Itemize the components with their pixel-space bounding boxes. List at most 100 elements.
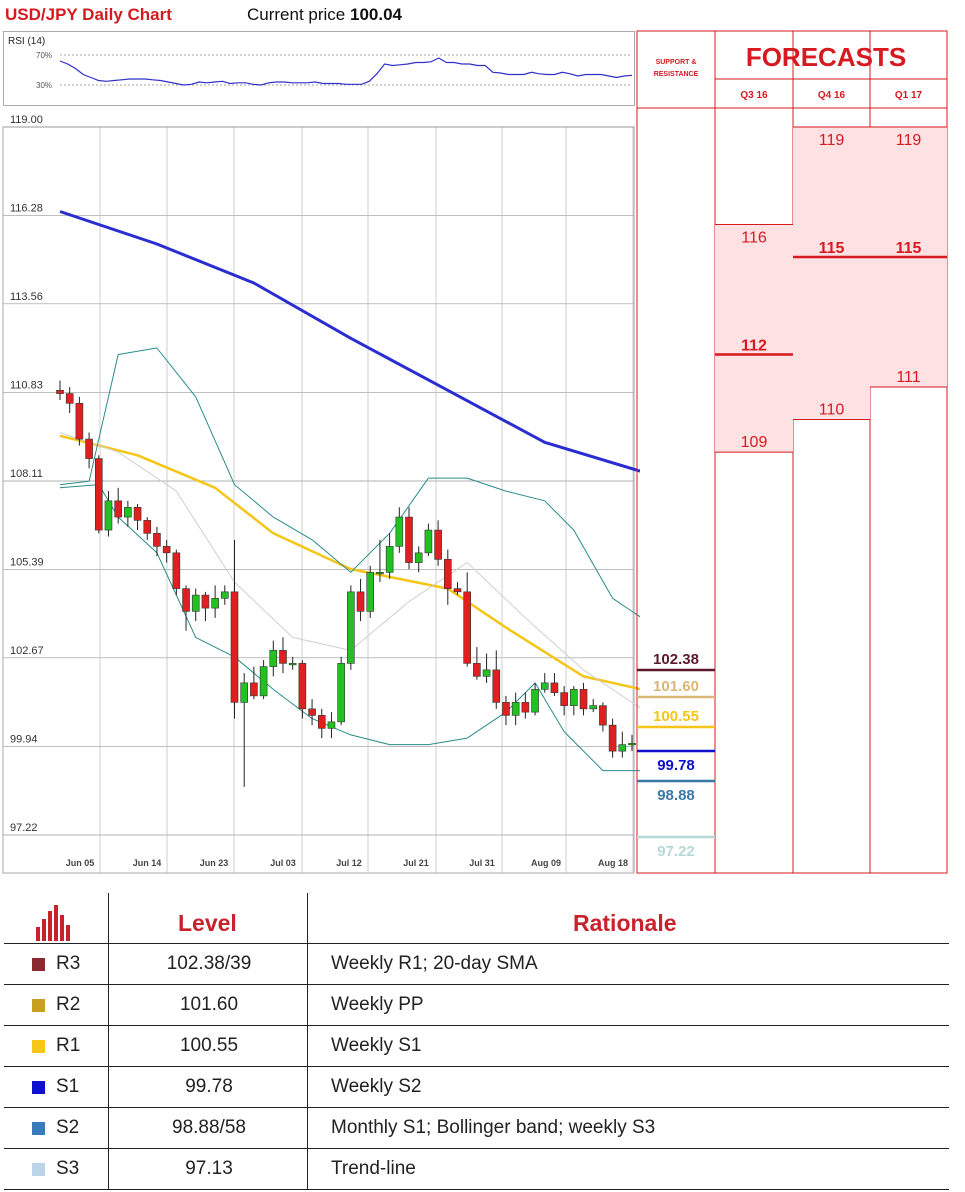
series-line: [59, 210, 640, 473]
forecast-low-value: 109: [741, 434, 768, 451]
x-tick-label: Jun 05: [66, 858, 95, 868]
level-value: 101.60: [179, 994, 239, 1015]
sr-header: SUPPORT &: [656, 59, 697, 66]
level-rationale: Trend-line: [331, 1158, 416, 1179]
candle-body: [405, 516, 413, 563]
candle-body: [385, 546, 394, 573]
levels-table: [4, 893, 949, 1188]
candle-body: [560, 692, 568, 706]
sr-label: 99.78: [657, 757, 695, 774]
candle-body: [143, 520, 152, 534]
candle-body: [599, 705, 607, 726]
y-tick-label: 108.11: [10, 468, 43, 480]
candle-body: [531, 689, 539, 713]
candle-body: [211, 598, 219, 609]
candle-body: [424, 529, 433, 554]
sr-label: 98.88: [657, 787, 695, 804]
table-row: R3 102.38/39 Weekly R1; 20-day SMA: [4, 944, 949, 985]
x-tick-label: Jul 03: [270, 858, 296, 868]
candle-body: [182, 588, 190, 612]
forecast-col-label: Q1 17: [895, 90, 923, 101]
table-header-rule: [4, 943, 949, 944]
x-tick-label: Jul 31: [469, 858, 495, 868]
y-tick-label: 113.56: [10, 291, 43, 303]
level-code: S2: [56, 1117, 80, 1138]
forecast-low-value: 110: [819, 402, 845, 419]
forecast-high-value: 119: [896, 132, 922, 149]
level-rationale: Weekly S1: [331, 1035, 422, 1056]
x-tick-label: Jun 23: [200, 858, 229, 868]
candle-body: [589, 705, 598, 710]
forecast-high-value: 119: [819, 132, 845, 149]
candle-body: [240, 682, 249, 703]
level-swatch: [32, 1040, 45, 1053]
forecast-mid-value: 115: [896, 240, 922, 257]
x-tick-label: Jul 21: [403, 858, 429, 868]
chart-title: USD/JPY Daily Chart: [5, 5, 172, 24]
y-tick-label: 97.22: [10, 822, 38, 834]
candle-body: [250, 682, 258, 697]
sr-label: 101.60: [653, 678, 699, 695]
candle-body: [153, 533, 161, 547]
level-rationale: Weekly PP: [331, 994, 424, 1015]
candle-body: [221, 591, 229, 599]
candle-body: [94, 458, 103, 531]
candle-body: [356, 591, 365, 612]
candle-body: [366, 572, 375, 612]
table-row: S2 98.88/58 Monthly S1; Bollinger band; we…: [4, 1108, 949, 1149]
level-swatch: [32, 999, 45, 1012]
candle-body: [279, 650, 287, 664]
candle-body: [259, 666, 268, 697]
candle-body: [288, 663, 297, 666]
candle-body: [482, 669, 491, 677]
candle-body: [414, 552, 423, 563]
candle-body: [540, 682, 549, 690]
price-chart: 119.00 116.28 113.56 110.83 108.11 105.39 102.…: [2, 114, 640, 874]
table-header-rationale: Rationale: [573, 910, 677, 936]
candle-body: [75, 403, 84, 440]
candle-body: [463, 591, 471, 664]
sr-label: 102.38: [653, 651, 699, 668]
forecast-low-value: 111: [896, 369, 920, 386]
candle-body: [65, 393, 74, 404]
bar-chart-icon: [36, 905, 70, 941]
candle-body: [308, 708, 316, 716]
table-header-level: Level: [178, 910, 237, 936]
candle-body: [114, 500, 122, 518]
forecast-range: [793, 127, 870, 420]
level-swatch: [32, 958, 45, 971]
candle-body: [317, 715, 326, 729]
y-tick-label: 110.83: [10, 380, 43, 392]
series-line: [59, 434, 640, 691]
x-tick-label: Jun 14: [133, 858, 162, 868]
rsi-line: [59, 57, 633, 86]
candle-body: [511, 702, 520, 716]
sr-header: RESISTANCE: [654, 71, 699, 78]
candle-body: [104, 500, 113, 531]
current-price-label: Current price: [247, 5, 346, 24]
forecast-frame: [636, 30, 948, 874]
level-swatch: [32, 1163, 45, 1176]
level-rationale: Weekly S2: [331, 1076, 422, 1097]
candle-body: [434, 529, 442, 560]
current-price-value: 100.04: [350, 5, 402, 24]
y-tick-label: 105.39: [10, 556, 44, 568]
forecast-mid-value: 112: [741, 338, 767, 355]
series-line: [59, 347, 640, 618]
level-code: S1: [56, 1076, 80, 1097]
rsi-level-low: 30%: [36, 81, 53, 90]
candle-body: [570, 689, 578, 706]
level-value: 99.78: [185, 1076, 233, 1097]
level-value: 98.88/58: [172, 1117, 246, 1138]
candle-body: [191, 594, 200, 612]
rsi-panel: [3, 31, 635, 106]
candle-body: [56, 390, 64, 394]
sr-label: 97.22: [657, 843, 695, 860]
candle-body: [579, 689, 588, 710]
level-swatch: [32, 1081, 45, 1094]
candle-body: [201, 594, 210, 609]
level-code: R3: [56, 953, 81, 974]
rsi-level-high: 70%: [36, 51, 53, 60]
y-tick-label: 116.28: [10, 202, 43, 214]
forecast-col-label: Q3 16: [740, 90, 768, 101]
